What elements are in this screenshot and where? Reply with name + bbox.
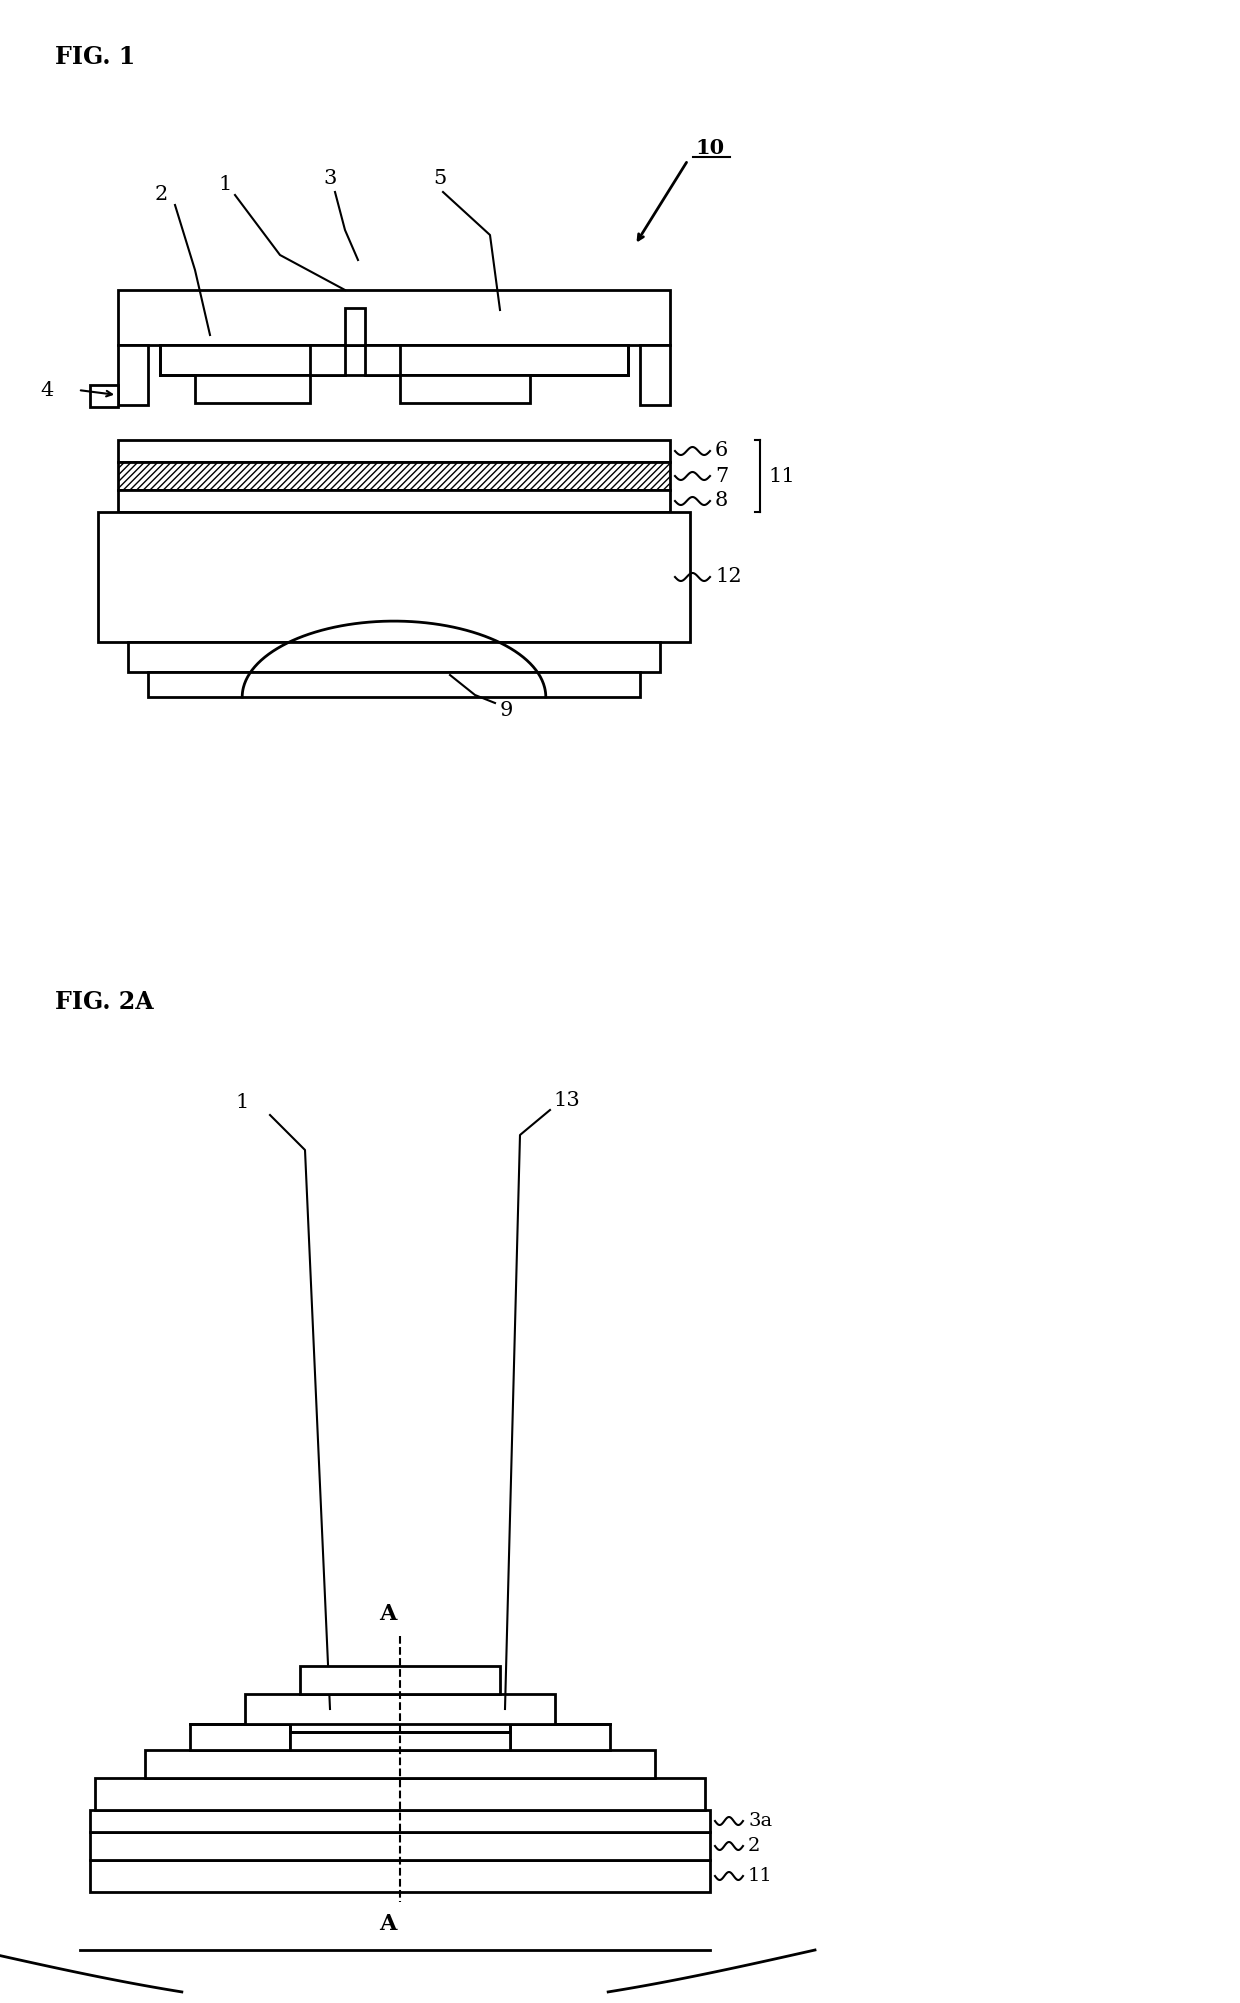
Bar [510,1725,610,1751]
Text: A: A [379,1602,397,1624]
Bar [345,308,365,345]
Text: 12: 12 [715,567,742,587]
Text: 13: 13 [553,1090,580,1110]
Bar [246,1695,556,1725]
Text: A: A [379,1913,397,1935]
Bar [91,385,118,407]
Text: 1: 1 [236,1092,248,1112]
Text: 9: 9 [500,701,513,719]
Bar [91,1833,711,1861]
Bar [118,345,148,405]
Text: FIG. 1: FIG. 1 [55,44,135,68]
Bar [160,345,627,375]
Bar [195,375,310,403]
Text: 2: 2 [748,1837,760,1855]
Bar [148,671,640,697]
Text: 3a: 3a [748,1813,773,1831]
Text: 10: 10 [694,138,724,158]
Text: 5: 5 [433,168,446,188]
Polygon shape [365,345,401,375]
Bar [290,1733,510,1751]
Bar [91,1811,711,1833]
Bar [118,290,670,345]
Bar [118,441,670,463]
Bar [145,1751,655,1779]
Bar [300,1666,500,1695]
Text: FIG. 2A: FIG. 2A [55,989,154,1014]
Bar [401,375,529,403]
Bar [640,345,670,405]
Polygon shape [310,345,345,375]
Bar [95,1779,706,1811]
Text: 4: 4 [40,381,53,399]
Text: 1: 1 [218,176,232,194]
Text: 8: 8 [715,491,728,511]
Text: 3: 3 [322,168,336,188]
Bar [118,491,670,513]
Bar [118,463,670,491]
Bar [190,1725,290,1751]
Bar [128,643,660,671]
Text: 6: 6 [715,441,728,461]
Bar [91,1861,711,1893]
Text: 2: 2 [155,186,169,204]
Bar [98,513,689,643]
Text: 11: 11 [748,1867,773,1885]
Text: 7: 7 [715,467,728,485]
Text: 11: 11 [768,467,795,485]
